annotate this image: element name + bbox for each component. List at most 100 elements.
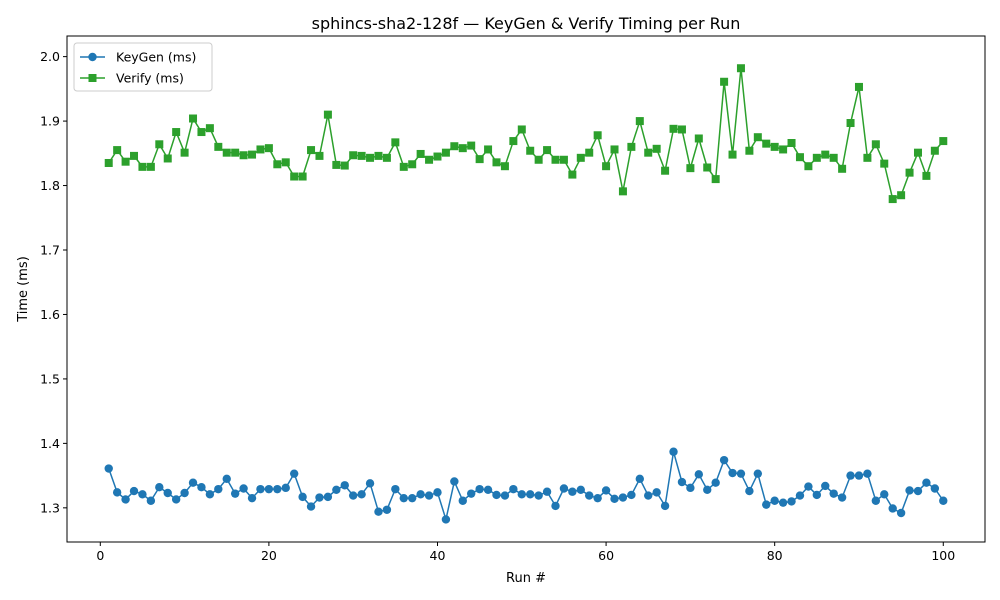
data-point (391, 484, 400, 494)
y-axis-ticks: 1.3 1.4 1.5 1.6 1.7 1.8 1.9 2.0 (40, 49, 67, 515)
data-point (155, 483, 164, 492)
data-point (214, 142, 223, 151)
data-point (610, 494, 619, 504)
data-point (492, 490, 501, 500)
data-point (155, 140, 164, 149)
data-point (863, 469, 872, 478)
data-point (618, 493, 628, 502)
data-point (551, 155, 560, 164)
data-point (880, 490, 889, 499)
data-point (129, 486, 139, 496)
data-point (880, 159, 889, 168)
data-point (871, 496, 881, 505)
data-point (500, 491, 510, 500)
data-point (281, 483, 290, 493)
data-point (467, 141, 476, 150)
y-tick-label: 1.6 (40, 307, 60, 322)
data-point (863, 153, 872, 162)
x-tick-label: 100 (931, 548, 955, 563)
data-point (425, 155, 434, 164)
data-point (644, 491, 653, 500)
data-point (694, 134, 703, 143)
data-point (677, 125, 686, 134)
data-point (441, 148, 450, 157)
data-point (627, 142, 636, 151)
data-point (188, 478, 198, 487)
data-point (222, 474, 231, 484)
data-point (897, 191, 906, 200)
data-point (854, 471, 864, 480)
data-point (778, 498, 788, 507)
data-point (104, 464, 113, 473)
data-point (745, 146, 754, 155)
data-point (475, 155, 484, 164)
data-point (399, 493, 408, 503)
y-tick-label: 1.5 (40, 371, 60, 386)
data-point (542, 487, 552, 496)
data-point (256, 484, 265, 494)
data-point (323, 492, 333, 502)
data-point (374, 151, 383, 160)
data-point (669, 124, 678, 133)
data-point (205, 124, 214, 133)
data-point (661, 166, 670, 175)
data-point (458, 144, 467, 153)
data-point (450, 142, 459, 151)
data-point (517, 125, 526, 134)
series-layer (104, 64, 948, 524)
data-point (939, 137, 948, 146)
data-point (576, 153, 585, 162)
data-point (306, 502, 316, 511)
data-point (770, 496, 779, 505)
data-point (795, 491, 805, 500)
y-tick-label: 2.0 (40, 49, 60, 64)
y-tick-label: 1.4 (40, 436, 60, 451)
data-point (669, 447, 678, 456)
data-point (197, 128, 206, 137)
data-point (298, 172, 307, 181)
data-point (399, 162, 408, 171)
data-point (509, 137, 518, 146)
data-point (677, 477, 687, 487)
data-point (568, 487, 577, 496)
data-point (821, 481, 830, 491)
data-point (644, 148, 653, 157)
legend-label: Verify (ms) (116, 71, 184, 86)
data-point (517, 490, 526, 499)
y-tick-label: 1.3 (40, 500, 60, 515)
data-point (484, 145, 493, 154)
data-point (812, 490, 822, 500)
data-point (500, 162, 509, 171)
data-point (660, 501, 670, 511)
x-tick-label: 80 (767, 548, 783, 563)
data-point (239, 484, 248, 493)
data-point (416, 149, 425, 158)
legend-label: KeyGen (ms) (116, 50, 196, 65)
data-point (922, 171, 931, 180)
data-point (652, 144, 661, 153)
data-point (247, 493, 257, 503)
x-tick-label: 60 (598, 548, 614, 563)
data-point (846, 119, 855, 128)
data-point (138, 490, 147, 499)
data-point (559, 155, 568, 164)
data-point (627, 490, 636, 500)
y-tick-label: 1.7 (40, 243, 60, 258)
data-point (686, 164, 695, 173)
legend-entries: KeyGen (ms) Verify (ms) (80, 50, 196, 86)
data-point (332, 160, 341, 169)
data-point (273, 160, 282, 169)
data-point (323, 110, 332, 119)
data-point (719, 455, 729, 465)
data-point (264, 144, 273, 153)
data-point (357, 151, 366, 160)
data-point (171, 495, 181, 504)
data-point (905, 486, 914, 495)
data-point (391, 138, 400, 147)
data-point (526, 490, 535, 499)
data-point (753, 469, 763, 478)
x-axis-label: Run # (506, 571, 546, 586)
data-point (315, 493, 324, 502)
data-point (475, 484, 484, 494)
